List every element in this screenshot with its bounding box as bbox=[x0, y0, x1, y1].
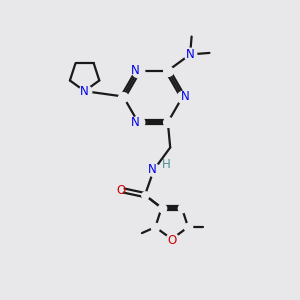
Text: N: N bbox=[131, 64, 140, 77]
Text: N: N bbox=[186, 48, 194, 61]
Text: O: O bbox=[167, 234, 176, 247]
Text: O: O bbox=[116, 184, 125, 197]
Text: N: N bbox=[148, 163, 157, 176]
Text: N: N bbox=[131, 116, 140, 129]
Text: H: H bbox=[162, 158, 171, 171]
Text: N: N bbox=[181, 90, 189, 103]
Text: N: N bbox=[80, 85, 89, 98]
